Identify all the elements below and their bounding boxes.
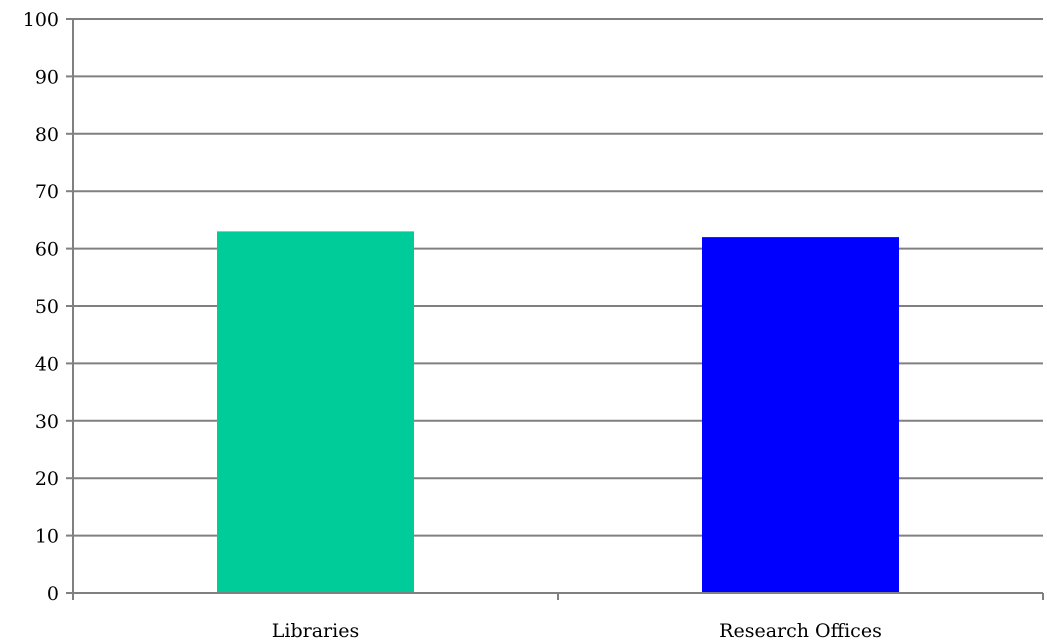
bar-research-offices: [702, 237, 899, 593]
y-tick-label: 30: [35, 411, 59, 433]
y-tick-label: 60: [35, 239, 59, 261]
y-tick-label: 100: [23, 9, 59, 31]
y-tick-label: 70: [35, 181, 59, 203]
y-tick-label: 20: [35, 468, 59, 490]
bars: [217, 231, 899, 593]
bar-libraries: [217, 231, 414, 593]
x-category-label: Libraries: [272, 620, 359, 642]
axes: [66, 18, 1044, 600]
y-tick-label: 50: [35, 296, 59, 318]
y-tick-label: 40: [35, 353, 59, 375]
x-category-labels: Libraries Research Offices: [272, 620, 882, 642]
y-tick-label: 10: [35, 526, 59, 548]
y-tick-label: 80: [35, 124, 59, 146]
y-tick-label: 90: [35, 66, 59, 88]
y-tick-label: 0: [47, 583, 59, 605]
y-tick-labels: 0 10 20 30 40 50 60 70 80 90 100: [23, 9, 59, 605]
x-category-label: Research Offices: [719, 620, 882, 642]
